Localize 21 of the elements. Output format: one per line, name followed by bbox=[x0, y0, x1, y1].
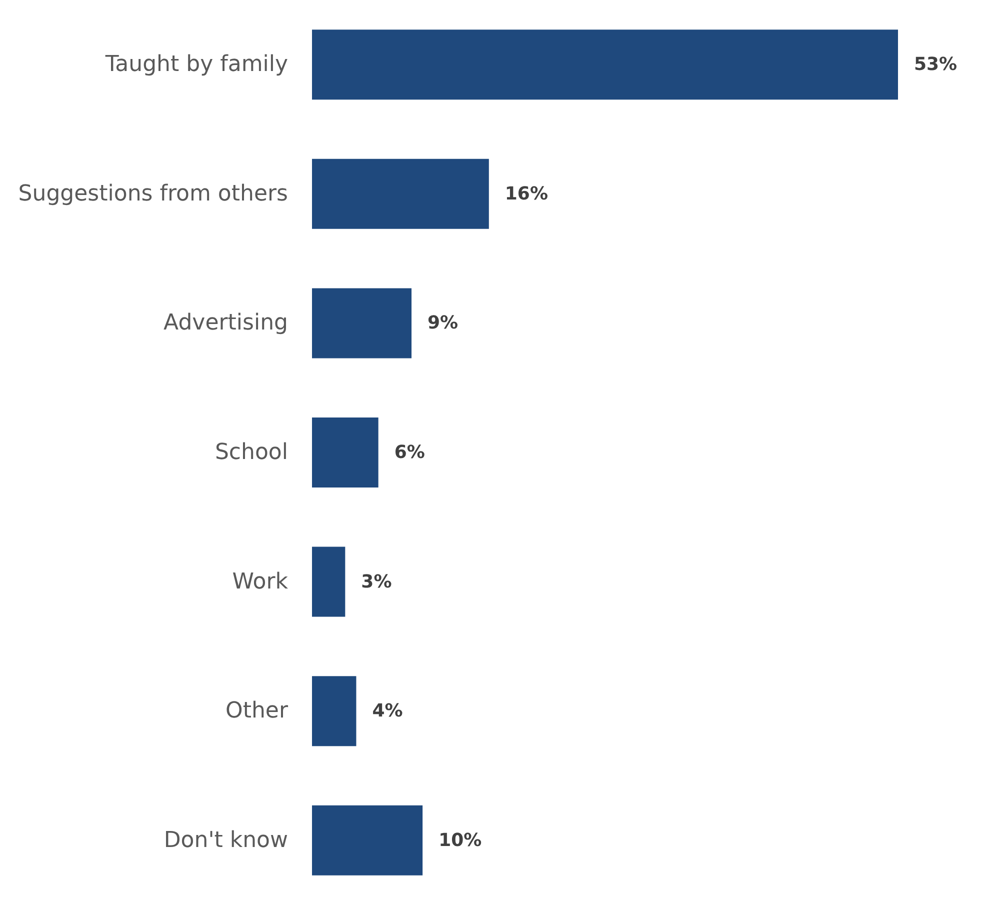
bar bbox=[312, 30, 898, 100]
y-tick-label: School bbox=[214, 440, 288, 465]
bar bbox=[312, 676, 356, 746]
data-label: 4% bbox=[372, 700, 403, 722]
bar bbox=[312, 158, 489, 229]
bar bbox=[312, 418, 378, 488]
data-label: 16% bbox=[504, 183, 548, 204]
y-tick-label: Other bbox=[226, 698, 289, 724]
data-label: 6% bbox=[394, 442, 425, 463]
data-label: 53% bbox=[914, 54, 958, 76]
y-tick-label: Suggestions from others bbox=[18, 181, 288, 206]
y-tick-label: Don't know bbox=[164, 828, 288, 853]
data-label: 3% bbox=[361, 571, 392, 592]
bar bbox=[312, 546, 346, 617]
bar bbox=[312, 288, 412, 358]
y-tick-label: Advertising bbox=[164, 310, 288, 336]
data-label: 9% bbox=[428, 312, 458, 334]
y-tick-label: Taught by family bbox=[104, 52, 288, 78]
data-label: 10% bbox=[438, 830, 482, 851]
y-tick-label: Work bbox=[232, 569, 288, 594]
bar bbox=[312, 805, 423, 876]
